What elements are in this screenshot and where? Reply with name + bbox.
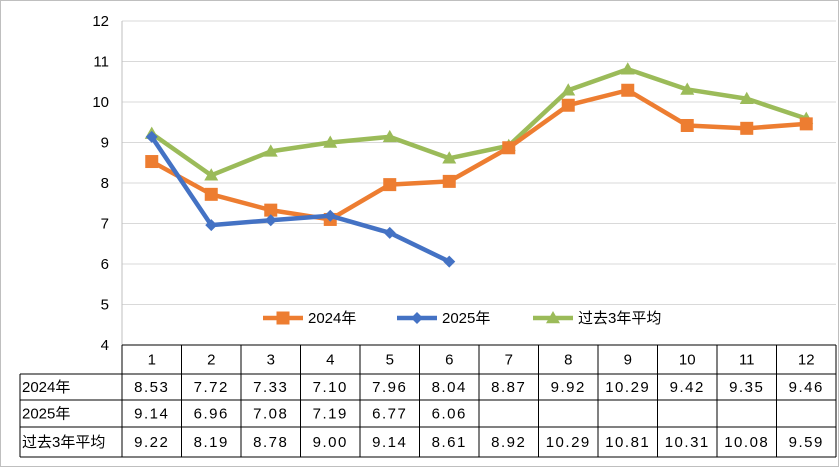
data-point-diamond — [411, 312, 423, 324]
data-point-diamond — [145, 130, 158, 143]
legend-label: 2024年 — [308, 310, 356, 327]
x-tick-label: 10 — [679, 352, 696, 369]
series-0 — [145, 83, 813, 226]
data-point-square — [680, 118, 694, 132]
data-point-square — [264, 203, 278, 217]
y-tick-label: 11 — [93, 54, 109, 71]
data-point-square — [383, 178, 397, 192]
table-cell: 10.29 — [605, 379, 650, 396]
table-cell: 10.81 — [605, 434, 650, 451]
series-line — [149, 134, 452, 264]
data-point-triangle — [680, 82, 695, 95]
data-point-square — [621, 83, 635, 97]
x-tick-label: 4 — [326, 352, 334, 369]
data-point-diamond — [383, 226, 396, 239]
table-cell: 9.35 — [729, 379, 764, 396]
table-cell: 9.22 — [134, 434, 169, 451]
x-tick-label: 7 — [505, 352, 513, 369]
table-cell: 8.87 — [491, 379, 526, 396]
data-point-square — [145, 155, 159, 169]
table-cell: 8.19 — [194, 434, 229, 451]
table-cell: 7.10 — [313, 379, 348, 396]
legend-entry: 2025年 — [397, 310, 490, 327]
y-tick-label: 6 — [101, 256, 109, 273]
table-cell: 9.59 — [789, 434, 824, 451]
data-point-triangle — [263, 144, 278, 157]
data-point-square — [442, 174, 456, 188]
table-row-header: 2024年 — [22, 379, 70, 396]
legend-entry: 过去3年平均 — [533, 310, 661, 327]
y-tick-label: 10 — [92, 94, 109, 111]
y-tick-label: 12 — [92, 13, 109, 30]
table-cell: 8.78 — [253, 434, 288, 451]
data-point-triangle — [442, 151, 457, 164]
table-cell: 9.42 — [670, 379, 705, 396]
data-point-square — [561, 98, 575, 112]
x-tick-label: 12 — [798, 352, 815, 369]
table-cell: 6.96 — [194, 406, 229, 423]
data-point-triangle — [561, 83, 576, 96]
table-row-header: 过去3年平均 — [22, 434, 105, 451]
table-cell: 8.61 — [432, 434, 467, 451]
legend-label: 2025年 — [442, 310, 490, 327]
table-cell: 6.77 — [372, 406, 407, 423]
data-point-square — [204, 187, 218, 201]
x-tick-label: 3 — [267, 352, 275, 369]
series-line — [149, 66, 809, 178]
data-point-square — [276, 311, 290, 325]
data-point-triangle — [620, 62, 635, 75]
table-cell: 10.08 — [724, 434, 769, 451]
table-cell: 8.53 — [134, 379, 169, 396]
x-tick-label: 11 — [739, 352, 755, 369]
table-cell: 10.29 — [546, 434, 591, 451]
table-cell: 9.92 — [551, 379, 586, 396]
data-point-square — [740, 121, 754, 135]
x-tick-label: 5 — [386, 352, 394, 369]
data-point-diamond — [324, 209, 337, 222]
table-cell: 7.19 — [313, 406, 348, 423]
data-point-diamond — [264, 214, 277, 227]
data-point-triangle — [382, 129, 397, 143]
x-tick-label: 2 — [207, 352, 215, 369]
table-cell: 8.92 — [491, 434, 526, 451]
x-tick-label: 1 — [148, 352, 156, 369]
y-tick-label: 7 — [101, 216, 109, 233]
data-point-diamond — [205, 219, 218, 232]
legend-label: 过去3年平均 — [578, 310, 661, 327]
x-tick-label: 9 — [624, 352, 632, 369]
data-point-triangle — [546, 311, 560, 324]
series-1 — [145, 130, 456, 268]
y-tick-label: 4 — [101, 337, 109, 354]
data-point-triangle — [739, 91, 754, 105]
table-cell: 6.06 — [432, 406, 467, 423]
table-cell: 7.72 — [194, 379, 229, 396]
y-tick-label: 8 — [101, 175, 109, 192]
x-tick-label: 8 — [564, 352, 572, 369]
data-point-square — [502, 141, 516, 155]
table-cell: 9.00 — [313, 434, 348, 451]
data-point-triangle — [323, 135, 338, 148]
data-point-diamond — [443, 255, 456, 268]
table-cell: 9.14 — [372, 434, 407, 451]
table-cell: 9.46 — [789, 379, 824, 396]
y-tick-label: 5 — [101, 297, 109, 314]
table-cell: 7.33 — [253, 379, 288, 396]
data-point-square — [799, 117, 813, 131]
legend-entry: 2024年 — [263, 310, 356, 327]
table-cell: 7.96 — [372, 379, 407, 396]
table-cell: 9.14 — [134, 406, 169, 423]
table-cell: 10.31 — [665, 434, 710, 451]
series-line — [149, 88, 809, 222]
data-point-triangle — [204, 168, 219, 181]
table-row-header: 2025年 — [22, 406, 70, 423]
table-cell: 8.04 — [432, 379, 467, 396]
x-tick-label: 6 — [445, 352, 453, 369]
y-tick-label: 9 — [101, 135, 109, 152]
table-cell: 7.08 — [253, 406, 288, 423]
